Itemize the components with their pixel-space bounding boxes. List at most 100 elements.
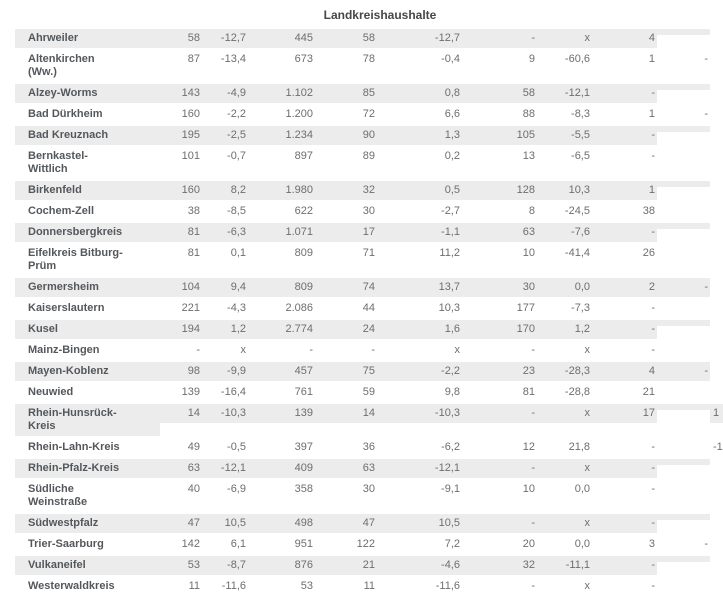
value-cell bbox=[710, 105, 723, 111]
value-cell: - bbox=[592, 84, 657, 103]
value-cell bbox=[710, 181, 723, 187]
value-cell: 58 bbox=[462, 84, 537, 103]
district-name-line: Westerwaldkreis bbox=[28, 580, 115, 592]
table-row: Birkenfeld 160 8,2 1.980 32 0,5 128 10,3… bbox=[15, 181, 723, 200]
table-row: Bernkastel- Wittlich 101 -0,7 897 89 0,2… bbox=[15, 147, 723, 179]
district-name-line: Wittlich bbox=[28, 163, 68, 175]
value-cell bbox=[657, 181, 710, 187]
value-cell bbox=[657, 556, 710, 562]
value-cell: - bbox=[704, 108, 708, 120]
value-cell bbox=[710, 50, 723, 56]
district-name-line: Rhein-Pfalz-Kreis bbox=[28, 462, 120, 474]
value-cell bbox=[657, 341, 710, 347]
value-cell: 9 bbox=[528, 53, 535, 65]
value-cell: -6,9 bbox=[227, 483, 246, 495]
value-cell: 11,2 bbox=[439, 247, 460, 259]
district-name-line: Bad Kreuznach bbox=[28, 129, 109, 141]
value-cell: - bbox=[657, 362, 710, 381]
value-cell: -2,7 bbox=[441, 205, 460, 217]
value-cell: 90 bbox=[315, 126, 377, 145]
value-cell bbox=[657, 459, 710, 465]
value-cell: - bbox=[592, 126, 657, 145]
value-cell bbox=[657, 202, 710, 208]
value-cell: 1.071 bbox=[248, 223, 315, 242]
value-cell: 49 bbox=[187, 441, 200, 453]
value-cell: 160 bbox=[181, 108, 200, 120]
value-cell: -8,3 bbox=[571, 108, 590, 120]
value-cell: 498 bbox=[248, 514, 315, 533]
district-name: Mayen-Koblenz bbox=[15, 362, 160, 381]
value-cell: 177 bbox=[516, 302, 535, 314]
value-cell: 81 bbox=[522, 386, 535, 398]
district-name: Trier-Saarburg bbox=[15, 535, 160, 554]
district-name: Rhein-Hunsrück- Kreis bbox=[15, 404, 160, 436]
value-cell: 53 bbox=[160, 556, 202, 575]
value-cell: 30 bbox=[462, 278, 537, 297]
value-cell: 1.200 bbox=[285, 108, 313, 120]
value-cell bbox=[710, 383, 723, 389]
value-cell: x bbox=[537, 459, 592, 478]
district-name: Alzey-Worms bbox=[15, 84, 160, 103]
value-cell: 0,5 bbox=[377, 181, 462, 200]
value-cell: 809 bbox=[248, 278, 315, 297]
district-name: Germersheim bbox=[15, 278, 160, 297]
value-cell: 409 bbox=[248, 459, 315, 478]
value-cell: 72 bbox=[362, 108, 375, 120]
value-cell: 9,8 bbox=[444, 386, 460, 398]
value-cell: 10,3 bbox=[438, 302, 460, 314]
district-name: Neuwied bbox=[15, 383, 160, 402]
value-cell: 11 bbox=[363, 580, 375, 592]
value-cell: 13,7 bbox=[377, 278, 462, 297]
value-cell: -11,6 bbox=[221, 580, 246, 592]
value-cell bbox=[710, 223, 723, 229]
value-cell: - bbox=[462, 404, 537, 423]
value-cell: 53 bbox=[300, 580, 313, 592]
table-row: Rhein-Lahn-Kreis 49 -0,5 397 36 -6,2 12 … bbox=[15, 438, 723, 457]
value-cell: 30 bbox=[362, 205, 375, 217]
value-cell bbox=[710, 341, 723, 347]
value-cell: x bbox=[537, 29, 592, 48]
value-cell bbox=[657, 320, 710, 326]
value-cell: -41,4 bbox=[564, 247, 590, 259]
table-row: Trier-Saarburg 142 6,1 951 122 7,2 20 0,… bbox=[15, 535, 723, 554]
value-cell: - bbox=[651, 344, 655, 356]
value-cell: 1 bbox=[648, 53, 655, 65]
value-cell: 85 bbox=[315, 84, 377, 103]
value-cell: x bbox=[537, 404, 592, 423]
value-cell: -12,1 bbox=[202, 459, 248, 478]
value-cell: 0,0 bbox=[574, 483, 590, 495]
value-cell: 0,8 bbox=[377, 84, 462, 103]
value-cell: 10,5 bbox=[202, 514, 248, 533]
table-row: Cochem-Zell 38 -8,5 622 30 -2,7 8 -24,5 … bbox=[15, 202, 723, 221]
value-cell: - bbox=[531, 580, 535, 592]
table-row: Alzey-Worms 143 -4,9 1.102 85 0,8 58 -12… bbox=[15, 84, 723, 103]
value-cell bbox=[710, 480, 723, 486]
value-cell: 38 bbox=[187, 205, 200, 217]
district-name: Südwestpfalz bbox=[15, 514, 160, 533]
value-cell: 397 bbox=[294, 441, 313, 453]
district-name: Bad Kreuznach bbox=[15, 126, 160, 145]
district-name-line: Neuwied bbox=[28, 386, 74, 398]
value-cell: x bbox=[454, 344, 461, 356]
value-cell bbox=[657, 126, 710, 132]
value-cell: -6,2 bbox=[441, 441, 460, 453]
value-cell: 89 bbox=[362, 150, 375, 162]
value-cell: 47 bbox=[160, 514, 202, 533]
value-cell: 1,2 bbox=[202, 320, 248, 339]
value-cell: - bbox=[531, 344, 535, 356]
value-cell: 170 bbox=[462, 320, 537, 339]
value-cell: -2,2 bbox=[377, 362, 462, 381]
value-cell: -10,3 bbox=[377, 404, 462, 423]
value-cell: 98 bbox=[160, 362, 202, 381]
value-cell: 4 bbox=[592, 29, 657, 48]
value-cell: 20 bbox=[522, 538, 535, 550]
district-table: Ahrweiler 58 -12,7 445 58 -12,7 - x 4 Al… bbox=[0, 29, 723, 596]
value-cell: -4,6 bbox=[377, 556, 462, 575]
value-cell bbox=[657, 299, 710, 305]
value-cell: 221 bbox=[181, 302, 200, 314]
value-cell: 1,3 bbox=[377, 126, 462, 145]
table-row: Kaiserslautern 221 -4,3 2.086 44 10,3 17… bbox=[15, 299, 723, 318]
district-name-line: (Ww.) bbox=[28, 66, 57, 78]
value-cell: 105 bbox=[462, 126, 537, 145]
value-cell: 75 bbox=[315, 362, 377, 381]
